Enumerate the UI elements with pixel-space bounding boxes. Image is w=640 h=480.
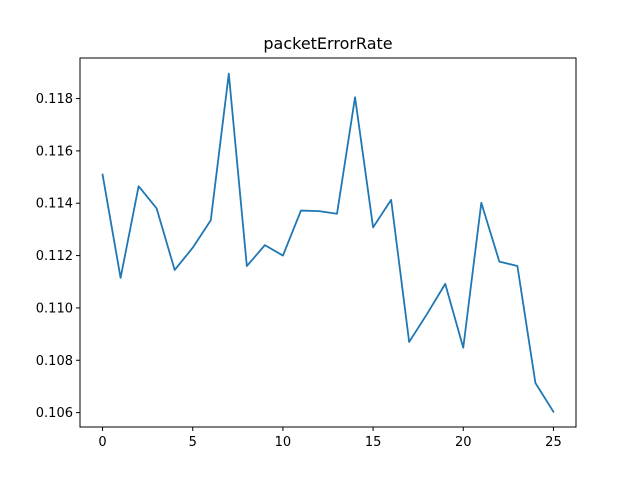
x-tick-label: 5 <box>189 435 197 450</box>
x-axis: 0 5 10 15 20 25 <box>98 427 562 450</box>
y-axis: 0.106 0.108 0.110 0.112 0.114 0.116 0.118 <box>36 92 80 421</box>
y-tick-label: 0.112 <box>36 249 73 264</box>
y-tick-label: 0.116 <box>36 144 73 159</box>
x-tick-label: 20 <box>455 435 472 450</box>
series-group <box>101 72 555 413</box>
x-tick-label: 10 <box>275 435 292 450</box>
chart-title: packetErrorRate <box>263 34 392 53</box>
x-tick-label: 0 <box>98 435 106 450</box>
y-tick-label: 0.118 <box>36 92 73 107</box>
y-tick-label: 0.114 <box>36 197 73 212</box>
plot-area <box>80 58 576 427</box>
x-tick-label: 15 <box>365 435 382 450</box>
y-tick-label: 0.110 <box>36 301 73 316</box>
y-tick-label: 0.108 <box>36 354 73 369</box>
y-tick-label: 0.106 <box>36 406 73 421</box>
x-tick-label: 25 <box>545 435 562 450</box>
plot-frame <box>79 57 577 428</box>
series-line <box>101 72 555 413</box>
